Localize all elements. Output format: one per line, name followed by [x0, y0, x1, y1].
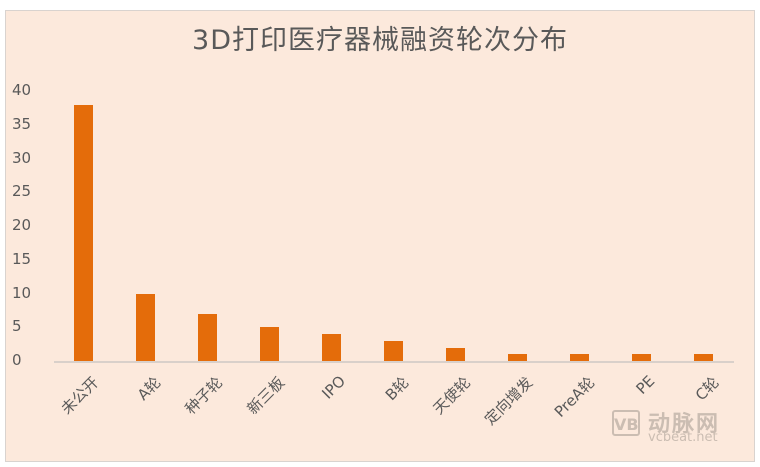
bar — [694, 354, 713, 361]
bar — [446, 347, 465, 361]
x-axis-line — [54, 361, 734, 363]
bar — [508, 354, 527, 361]
y-tick-label: 35 — [12, 114, 32, 133]
watermark-url: vcbeat.net — [648, 430, 718, 445]
chart-title: 3D打印医疗器械融资轮次分布 — [192, 25, 568, 56]
watermark-chinese: 动脉网 — [648, 412, 721, 437]
bar — [198, 313, 217, 361]
y-tick-label: 15 — [12, 249, 32, 268]
y-tick-label: 25 — [12, 182, 32, 201]
bar — [632, 354, 651, 361]
bar — [260, 327, 279, 361]
y-tick-label: 10 — [12, 283, 32, 302]
bar — [74, 104, 93, 361]
bar — [322, 334, 341, 361]
y-tick-label: 20 — [12, 216, 32, 234]
bar — [570, 354, 589, 361]
bar — [136, 293, 155, 361]
y-tick-label: 30 — [12, 148, 32, 167]
y-tick-label: 5 — [12, 317, 22, 336]
y-tick-label: 40 — [12, 81, 32, 99]
bar — [384, 340, 403, 361]
y-tick-label: 0 — [12, 351, 22, 369]
chart-frame — [5, 10, 755, 462]
vcbeat-logo-icon: VB — [612, 410, 640, 436]
